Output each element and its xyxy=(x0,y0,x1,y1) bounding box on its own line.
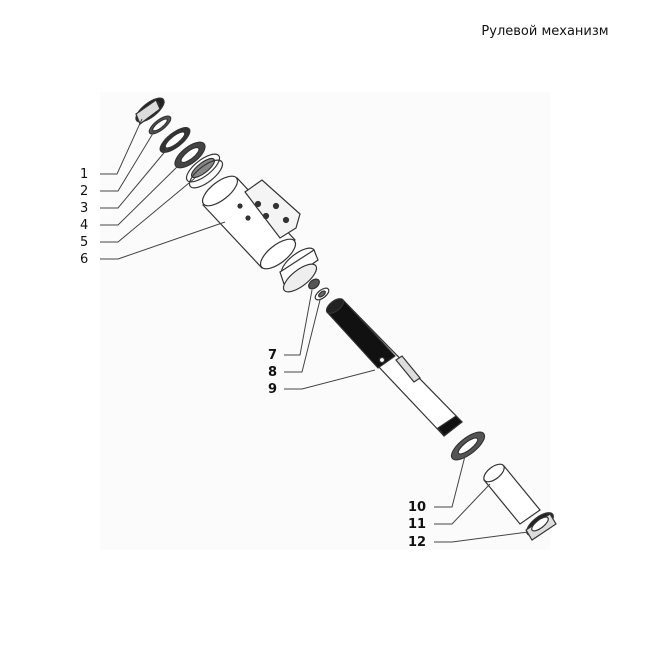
callout-11: 11 xyxy=(408,517,426,532)
leader-lines xyxy=(100,118,529,543)
callout-2: 2 xyxy=(80,184,88,199)
part-6-head-tube xyxy=(201,175,301,270)
leader-3 xyxy=(100,147,169,209)
leader-7 xyxy=(284,289,313,356)
part-7-small-nut xyxy=(308,278,320,290)
part-5-upper-cup xyxy=(185,153,224,189)
leader-5 xyxy=(100,177,196,243)
leader-1 xyxy=(100,118,143,175)
part-12-bottom-nut xyxy=(525,512,557,541)
callout-6: 6 xyxy=(80,252,88,267)
part-9-steerer-tube xyxy=(325,298,463,437)
leader-2 xyxy=(100,129,156,192)
part-11-lower-sleeve xyxy=(483,463,541,525)
part-10-lower-bearing xyxy=(450,431,486,461)
leader-12 xyxy=(434,531,529,543)
callout-12: 12 xyxy=(408,535,426,550)
part-3-bearing-cup xyxy=(159,127,191,153)
part-4-ball-bearing xyxy=(174,141,206,169)
callout-10: 10 xyxy=(408,500,426,515)
callout-4: 4 xyxy=(80,218,88,233)
lower-head-cup xyxy=(279,247,319,293)
leader-4 xyxy=(100,161,183,226)
leader-10 xyxy=(434,455,466,508)
leader-8 xyxy=(284,299,321,373)
part-1-top-nut xyxy=(135,97,165,125)
callout-5: 5 xyxy=(80,235,88,250)
callout-1: 1 xyxy=(80,167,88,182)
callout-9: 9 xyxy=(268,382,277,397)
callout-8: 8 xyxy=(268,365,277,380)
part-2-washer xyxy=(148,115,172,135)
diagram-title: Рулевой механизм xyxy=(481,24,609,39)
part-8-small-washer xyxy=(314,287,330,301)
leader-9 xyxy=(284,369,376,390)
callout-7: 7 xyxy=(268,348,277,363)
leader-6 xyxy=(100,221,226,260)
leader-11 xyxy=(434,483,491,525)
callout-3: 3 xyxy=(80,201,88,216)
